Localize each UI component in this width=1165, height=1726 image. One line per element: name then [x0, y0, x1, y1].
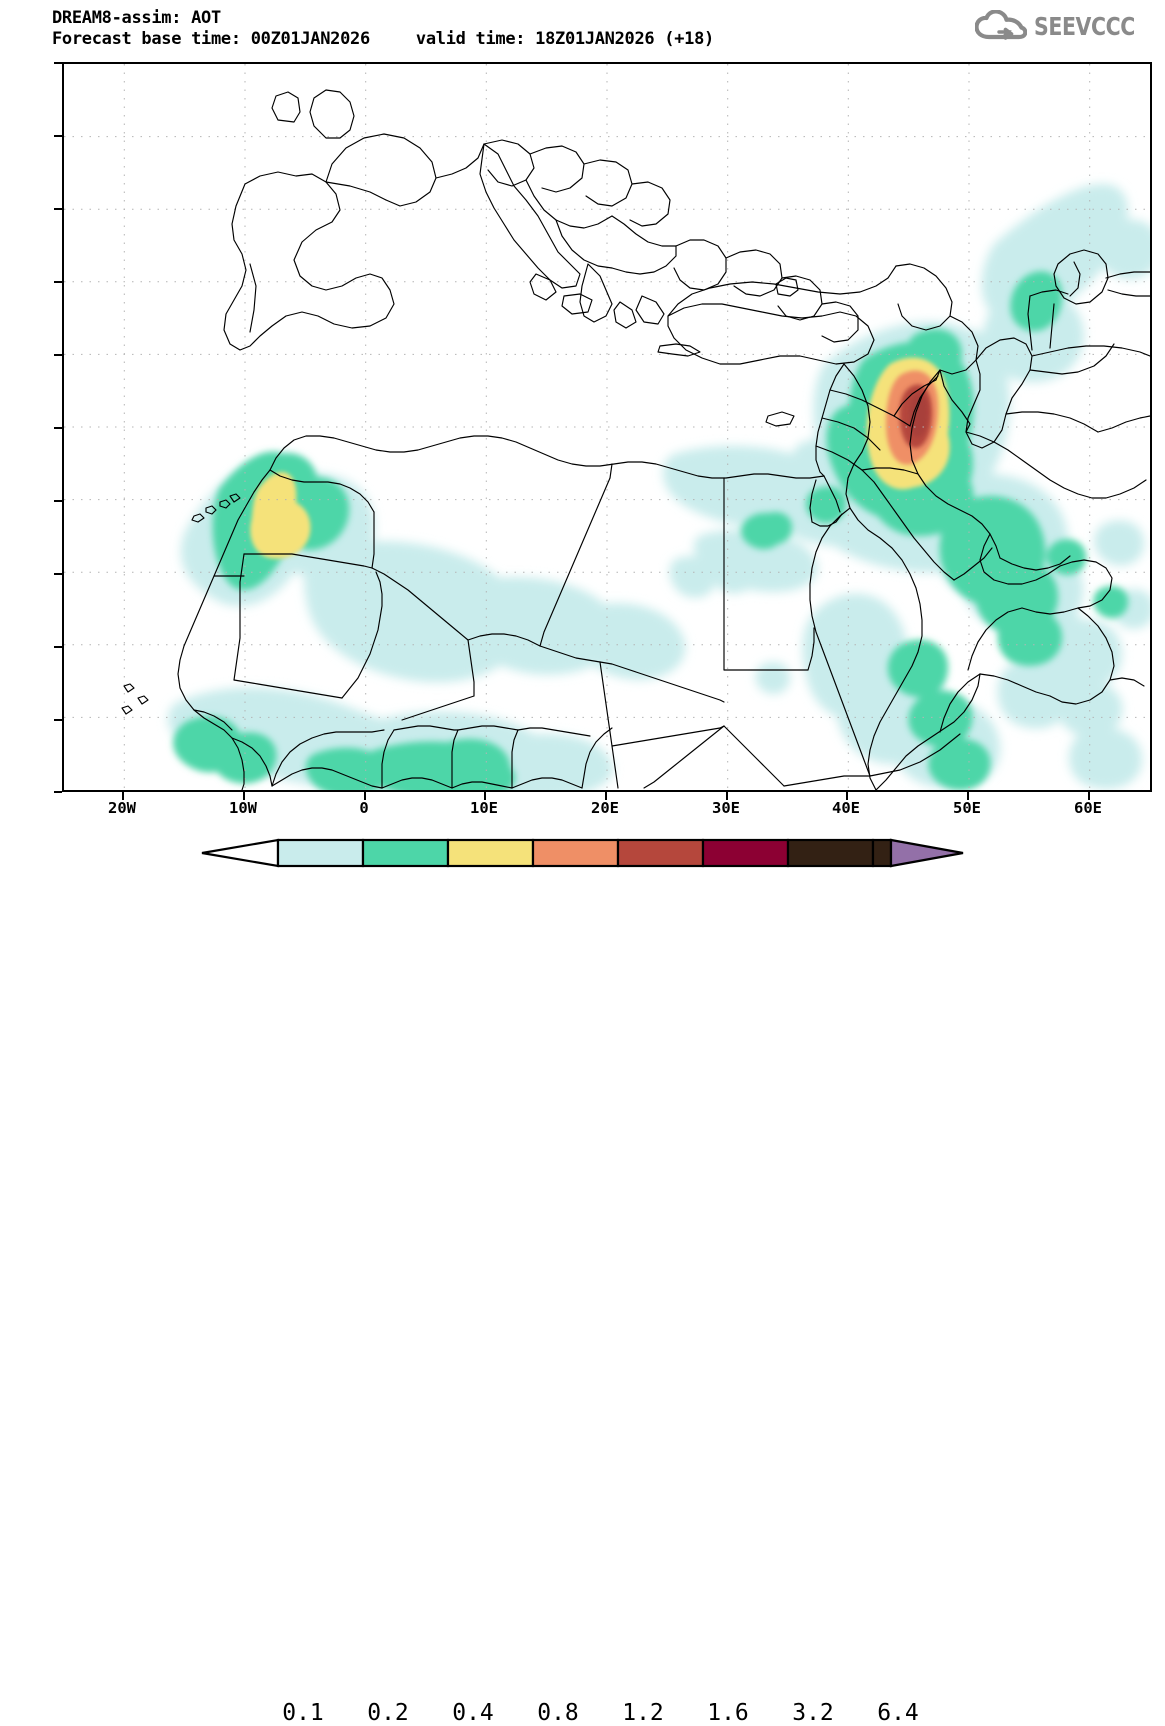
xtick-label-60e: 60E [1074, 799, 1102, 817]
xtick-mark-60e [1088, 792, 1090, 800]
aot-contour-1.6 [909, 393, 929, 438]
colorbar-swatches [201, 838, 964, 868]
colorbar-label-4: 1.2 [622, 1700, 664, 1726]
map-gridlines [64, 64, 1150, 790]
colorbar-segment-0.2 [361, 838, 450, 868]
ytick-mark-15n [54, 646, 62, 648]
colorbar-low-arrow [201, 838, 280, 868]
xtick-mark-40e [846, 792, 848, 800]
colorbar-segment-1.6 [701, 838, 790, 868]
colorbar-segment-6.4 [871, 838, 893, 868]
xtick-mark-10e [484, 792, 486, 800]
logo-text: SEEVCCC [1033, 11, 1135, 41]
xtick-label-20w: 20W [108, 799, 136, 817]
colorbar-segment-0.4 [446, 838, 535, 868]
dust-concentration-map [64, 64, 1150, 790]
colorbar-label-3: 0.8 [537, 1700, 579, 1726]
coastlines-and-borders [121, 89, 1150, 790]
ytick-mark-30n [54, 427, 62, 429]
xtick-mark-20e [605, 792, 607, 800]
colorbar-label-2: 0.4 [452, 1700, 494, 1726]
colorbar: 0.1 0.2 0.4 0.8 1.2 1.6 3.2 6.4 [0, 836, 1165, 1726]
ytick-mark-10n [54, 719, 62, 721]
seevccc-logo: SEEVCCC [974, 10, 1157, 42]
ytick-mark-20n [54, 573, 62, 575]
colorbar-label-5: 1.6 [707, 1700, 749, 1726]
colorbar-high-arrow [889, 838, 964, 868]
ytick-mark-50n [54, 135, 62, 137]
xtick-mark-20w [122, 792, 124, 800]
model-title: DREAM8-assim: AOT [52, 8, 221, 28]
ytick-mark-35n [54, 354, 62, 356]
colorbar-segment-0.8 [531, 838, 620, 868]
ytick-mark-45n [54, 208, 62, 210]
map-plot-area[interactable] [62, 62, 1152, 792]
colorbar-label-0: 0.1 [282, 1700, 324, 1726]
xtick-mark-10w [243, 792, 245, 800]
cloud-icon [974, 10, 1027, 40]
xtick-label-20e: 20E [591, 799, 619, 817]
chart-header: DREAM8-assim: AOT Forecast base time: 00… [52, 8, 952, 50]
colorbar-segment-3.2 [786, 838, 875, 868]
colorbar-label-7: 6.4 [877, 1700, 919, 1726]
xtick-label-50e: 50E [953, 799, 981, 817]
ytick-mark-25n [54, 500, 62, 502]
xtick-mark-50e [967, 792, 969, 800]
colorbar-segment-0.1 [276, 838, 365, 868]
time-info-row: Forecast base time: 00Z01JAN2026 valid t… [52, 29, 952, 50]
valid-time: valid time: 18Z01JAN2026 (+18) [415, 29, 714, 49]
colorbar-segment-1.2 [616, 838, 705, 868]
xtick-mark-0 [364, 792, 366, 800]
xtick-label-40e: 40E [832, 799, 860, 817]
xtick-mark-30e [726, 792, 728, 800]
xtick-label-30e: 30E [712, 799, 740, 817]
colorbar-label-1: 0.2 [367, 1700, 409, 1726]
ytick-mark-5n [54, 791, 62, 793]
ytick-mark-55n [54, 62, 62, 64]
xtick-label-10e: 10E [470, 799, 498, 817]
xtick-label-0: 0 [359, 799, 369, 817]
xtick-label-10w: 10W [229, 799, 257, 817]
ytick-mark-40n [54, 281, 62, 283]
colorbar-label-6: 3.2 [792, 1700, 834, 1726]
forecast-base-time: Forecast base time: 00Z01JAN2026 [52, 29, 370, 49]
